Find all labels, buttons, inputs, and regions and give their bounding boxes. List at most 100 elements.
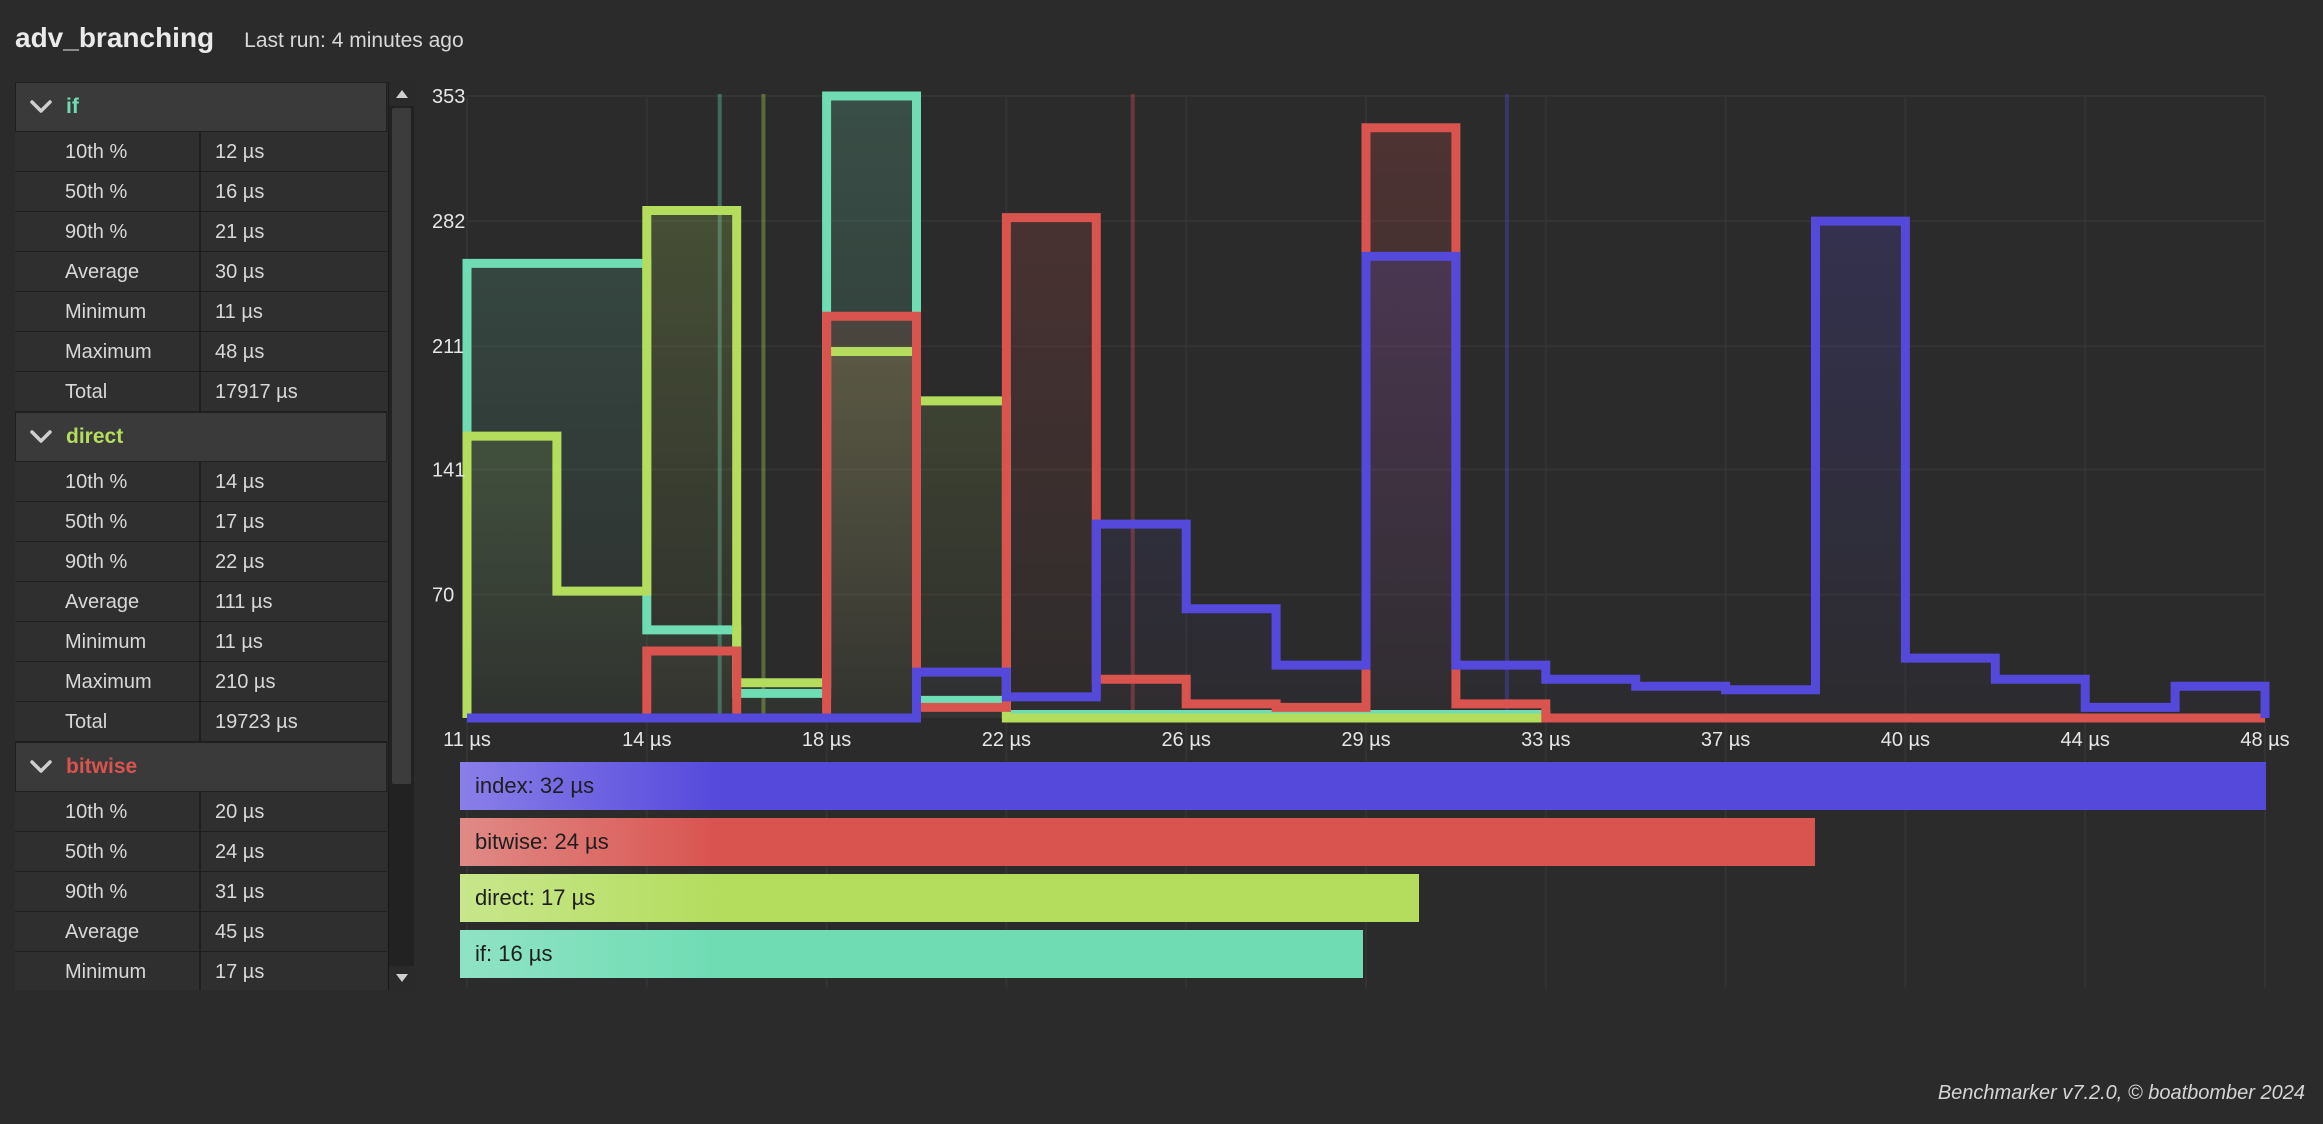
stat-row: Total 19723 µs xyxy=(15,702,387,742)
stat-row: Maximum 210 µs xyxy=(15,662,387,702)
stat-value: 17917 µs xyxy=(215,381,298,403)
x-tick-label: 44 µs xyxy=(2061,729,2110,751)
chevron-down-icon[interactable] xyxy=(28,754,54,780)
scroll-thumb[interactable] xyxy=(392,108,411,784)
stat-row: Average 45 µs xyxy=(15,912,387,952)
stat-row: Average 30 µs xyxy=(15,252,387,292)
stat-label: 90th % xyxy=(15,542,201,581)
stat-value: 20 µs xyxy=(215,801,265,823)
group-header-bitwise[interactable]: bitwise xyxy=(15,742,387,792)
header: adv_branching Last run: 4 minutes ago xyxy=(15,22,464,66)
stat-label: 90th % xyxy=(15,212,201,251)
stat-row: Minimum 17 µs xyxy=(15,952,387,990)
stat-label: 10th % xyxy=(15,132,201,171)
histogram-chart: 70 141 211 282 353 11 µs 14 µs 18 µs 22 µs 26 µs 2… xyxy=(432,86,2290,751)
y-tick-label: 141 xyxy=(432,460,465,482)
stat-label: 50th % xyxy=(15,502,201,541)
stat-label: 10th % xyxy=(15,462,201,501)
stat-row: 90th % 31 µs xyxy=(15,872,387,912)
stat-label: Minimum xyxy=(15,622,201,661)
footer-credit: Benchmarker v7.2.0, © boatbomber 2024 xyxy=(1937,1082,2305,1104)
x-tick-label: 48 µs xyxy=(2240,729,2289,751)
stat-label: 50th % xyxy=(15,832,201,871)
scroll-down-arrow-icon[interactable] xyxy=(389,966,415,990)
stat-value: 48 µs xyxy=(215,341,265,363)
x-tick-label: 26 µs xyxy=(1162,729,1211,751)
stat-value: 12 µs xyxy=(215,141,265,163)
stat-label: Total xyxy=(15,702,201,741)
stat-row: Minimum 11 µs xyxy=(15,292,387,332)
stat-row: 10th % 20 µs xyxy=(15,792,387,832)
stat-label: Maximum xyxy=(15,662,201,701)
benchmark-title: adv_branching xyxy=(15,22,215,53)
stat-label: Average xyxy=(15,582,201,621)
stat-value: 210 µs xyxy=(215,671,276,693)
stat-row: 90th % 22 µs xyxy=(15,542,387,582)
stat-label: 10th % xyxy=(15,792,201,831)
stat-label: Average xyxy=(15,252,201,291)
stat-row: 10th % 12 µs xyxy=(15,132,387,172)
stats-panel: if 10th % 12 µs 50th % 16 µs 90th % 21 µs Avera… xyxy=(15,82,387,990)
stat-value: 16 µs xyxy=(215,181,265,203)
stat-value: 111 µs xyxy=(215,591,273,613)
chevron-down-icon[interactable] xyxy=(28,94,54,120)
group-header-direct[interactable]: direct xyxy=(15,412,387,462)
x-tick-label: 11 µs xyxy=(443,729,491,751)
x-tick-label: 29 µs xyxy=(1341,729,1390,751)
stat-row: Total 17917 µs xyxy=(15,372,387,412)
stat-label: Total xyxy=(15,372,201,411)
summary-bar-label: if: 16 µs xyxy=(475,941,553,966)
stat-value: 11 µs xyxy=(215,301,263,323)
stat-value: 24 µs xyxy=(215,841,265,863)
summary-bar-bitwise: bitwise: 24 µs xyxy=(460,818,1815,866)
stat-value: 31 µs xyxy=(215,881,265,903)
stat-value: 17 µs xyxy=(215,511,265,533)
x-tick-label: 37 µs xyxy=(1701,729,1750,751)
group-name: direct xyxy=(66,425,124,448)
summary-bar-index: index: 32 µs xyxy=(460,762,2266,810)
x-tick-label: 40 µs xyxy=(1881,729,1930,751)
group-header-if[interactable]: if xyxy=(15,82,387,132)
stat-value: 19723 µs xyxy=(215,711,298,733)
summary-bar-label: direct: 17 µs xyxy=(475,885,596,910)
stat-value: 30 µs xyxy=(215,261,265,283)
stat-row: 50th % 24 µs xyxy=(15,832,387,872)
y-tick-label: 353 xyxy=(432,86,465,108)
stat-value: 11 µs xyxy=(215,631,263,653)
x-tick-label: 14 µs xyxy=(622,729,671,751)
stat-row: 50th % 17 µs xyxy=(15,502,387,542)
series-line-index xyxy=(467,216,2270,723)
stat-value: 45 µs xyxy=(215,921,265,943)
stat-label: Maximum xyxy=(15,332,201,371)
stat-label: Minimum xyxy=(15,952,201,990)
group-name: bitwise xyxy=(66,755,138,778)
y-tick-label: 70 xyxy=(432,585,454,607)
stat-value: 14 µs xyxy=(215,471,265,493)
y-tick-label: 282 xyxy=(432,211,465,233)
stat-row: 90th % 21 µs xyxy=(15,212,387,252)
stat-row: 10th % 14 µs xyxy=(15,462,387,502)
group-name: if xyxy=(66,95,79,118)
stat-value: 21 µs xyxy=(215,221,265,243)
stat-label: 50th % xyxy=(15,172,201,211)
stat-row: Average 111 µs xyxy=(15,582,387,622)
stat-row: Maximum 48 µs xyxy=(15,332,387,372)
summary-bar-label: bitwise: 24 µs xyxy=(475,829,609,854)
stat-label: 90th % xyxy=(15,872,201,911)
stat-value: 22 µs xyxy=(215,551,265,573)
stats-scrollbar[interactable] xyxy=(388,82,415,990)
stat-label: Average xyxy=(15,912,201,951)
stat-row: Minimum 11 µs xyxy=(15,622,387,662)
scroll-up-arrow-icon[interactable] xyxy=(389,82,415,106)
stat-value: 17 µs xyxy=(215,961,265,983)
stat-row: 50th % 16 µs xyxy=(15,172,387,212)
last-run-text: Last run: 4 minutes ago xyxy=(244,29,464,52)
y-tick-label: 211 xyxy=(432,336,464,358)
summary-bar-if: if: 16 µs xyxy=(460,930,1363,978)
x-tick-label: 22 µs xyxy=(982,729,1031,751)
stat-label: Minimum xyxy=(15,292,201,331)
summary-bar-direct: direct: 17 µs xyxy=(460,874,1420,922)
x-tick-label: 33 µs xyxy=(1521,729,1570,751)
x-tick-label: 18 µs xyxy=(802,729,851,751)
chevron-down-icon[interactable] xyxy=(28,424,54,450)
